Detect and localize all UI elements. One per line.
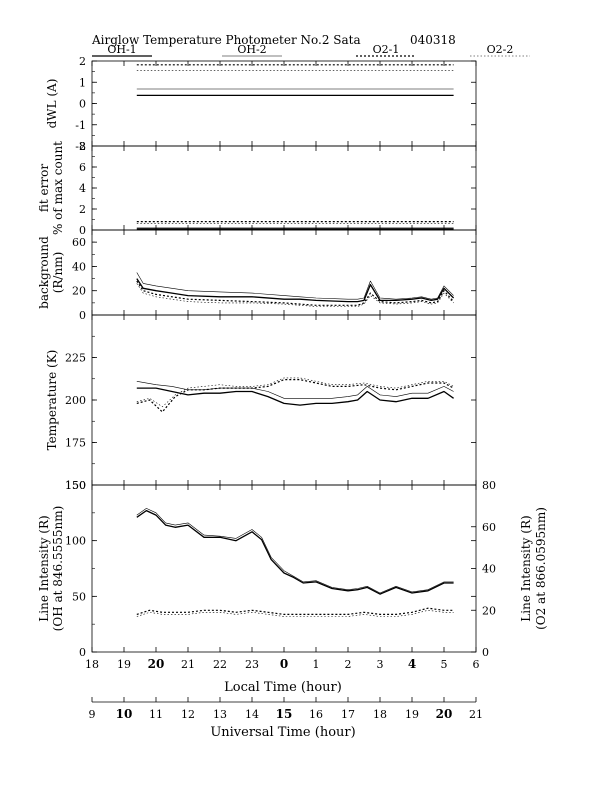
ytick-label-temperature: 150 bbox=[65, 479, 86, 492]
universal-time-label: Universal Time (hour) bbox=[210, 725, 355, 740]
local-tick-label: 23 bbox=[245, 658, 259, 671]
ylabel-temperature: Temperature (K) bbox=[45, 350, 59, 451]
local-tick-label: 20 bbox=[148, 657, 165, 671]
ytick-label-background: 40 bbox=[72, 260, 86, 273]
universal-tick-label: 9 bbox=[89, 708, 96, 721]
local-tick-label: 18 bbox=[85, 658, 99, 671]
ytick-r-label-intensity: 80 bbox=[482, 479, 496, 492]
series-temperature-o2-2 bbox=[136, 377, 454, 408]
series-background-o2-1 bbox=[136, 280, 455, 306]
ytick-label-temperature: 175 bbox=[65, 437, 86, 450]
legend-label-o2-2: O2-2 bbox=[487, 43, 514, 56]
panel-dwl: -2 -1 0 1 2 dWL (A) bbox=[45, 55, 477, 153]
universal-tick-label: 13 bbox=[213, 708, 227, 721]
universal-tick-label: 14 bbox=[245, 708, 259, 721]
panel-frame-fiterror bbox=[91, 145, 477, 231]
figure-date: 040318 bbox=[410, 33, 456, 47]
universal-tick-label: 16 bbox=[309, 708, 323, 721]
local-tick-label: 22 bbox=[213, 658, 227, 671]
ylabel-background: background bbox=[37, 236, 51, 309]
legend-label-oh-2: OH-2 bbox=[237, 43, 266, 56]
ytick-r-label-intensity: 40 bbox=[482, 563, 496, 576]
series-background-oh-2 bbox=[136, 272, 454, 300]
ylabel-intensity: Line Intensity (R) bbox=[37, 515, 51, 621]
series-temperature-o2-1 bbox=[136, 379, 454, 413]
ytick-label-background: 0 bbox=[79, 309, 86, 322]
ylabel-dwl: dWL (A) bbox=[45, 79, 59, 129]
ytick-r-label-intensity: 20 bbox=[482, 604, 496, 617]
local-tick-label: 19 bbox=[117, 658, 131, 671]
universal-tick-label: 20 bbox=[436, 707, 453, 721]
series-intensity-oh-1 bbox=[136, 509, 454, 595]
universal-tick-label: 19 bbox=[405, 708, 419, 721]
universal-tick-label: 15 bbox=[276, 707, 293, 721]
panel-temperature: 150 175 200 225 Temperature (K) bbox=[45, 314, 477, 492]
ytick-label-dwl: 2 bbox=[79, 55, 86, 68]
local-tick-label: 21 bbox=[181, 658, 195, 671]
legend-label-oh-1: OH-1 bbox=[107, 43, 136, 56]
panel-frame-dwl bbox=[91, 60, 477, 147]
ylabel2-fiterror: % of max count bbox=[51, 141, 65, 235]
panel-fiterror: 0 2 4 6 8 fit error% of max count bbox=[37, 140, 477, 237]
universal-tick-label: 21 bbox=[469, 708, 483, 721]
ytick-r-label-intensity: 0 bbox=[482, 646, 489, 659]
ytick-label-fiterror: 2 bbox=[79, 203, 86, 216]
ytick-label-fiterror: 0 bbox=[79, 224, 86, 237]
ytick-label-dwl: -1 bbox=[75, 119, 86, 132]
local-tick-label: 3 bbox=[377, 658, 384, 671]
ytick-label-fiterror: 6 bbox=[79, 161, 86, 174]
legend-label-o2-1: O2-1 bbox=[373, 43, 400, 56]
series-intensity-o2-1 bbox=[136, 607, 454, 616]
series-intensity-oh-2 bbox=[136, 508, 454, 594]
universal-tick-label: 17 bbox=[341, 708, 355, 721]
local-tick-label: 4 bbox=[408, 657, 416, 671]
ylabel2-intensity: (OH at 846.5555nm) bbox=[51, 506, 65, 632]
series-background-oh-1 bbox=[136, 278, 455, 303]
ytick-label-background: 20 bbox=[72, 285, 86, 298]
ytick-label-temperature: 225 bbox=[65, 352, 86, 365]
series-temperature-oh-1 bbox=[136, 387, 454, 406]
series-intensity-o2-2 bbox=[136, 609, 454, 617]
ytick-label-fiterror: 4 bbox=[79, 182, 86, 195]
figure-title: Airglow Temperature Photometer No.2 Sata bbox=[91, 33, 361, 47]
ylabel2-background: (R/nm) bbox=[51, 252, 65, 294]
universal-tick-label: 11 bbox=[149, 708, 163, 721]
universal-tick-label: 18 bbox=[373, 708, 387, 721]
ytick-label-background: 60 bbox=[72, 236, 86, 249]
local-tick-label: 6 bbox=[473, 658, 480, 671]
universal-tick-label: 10 bbox=[116, 707, 133, 721]
x-axes: Local Time (hour) Universal Time (hour) … bbox=[85, 657, 483, 740]
ytick-r-label-intensity: 60 bbox=[482, 521, 496, 534]
ylabel-fiterror: fit error bbox=[37, 164, 51, 212]
series-background-o2-2 bbox=[136, 283, 454, 307]
ytick-label-dwl: -2 bbox=[75, 140, 86, 153]
ytick-label-dwl: 0 bbox=[79, 98, 86, 111]
panel-background: 0 20 40 60 background (R/nm) bbox=[37, 229, 477, 322]
local-tick-label: 5 bbox=[441, 658, 448, 671]
legend: OH-1 OH-2 O2-1 O2-2 bbox=[92, 43, 530, 57]
local-time-label: Local Time (hour) bbox=[224, 680, 342, 695]
ytick-label-temperature: 200 bbox=[65, 394, 86, 407]
ytick-label-intensity: 50 bbox=[72, 590, 86, 603]
ytick-label-intensity: 150 bbox=[65, 479, 86, 492]
local-tick-label: 1 bbox=[313, 658, 320, 671]
ylabel-right2-intensity: (O2 at 866.0595nm) bbox=[534, 507, 548, 630]
local-tick-label: 2 bbox=[345, 658, 352, 671]
ytick-label-dwl: 1 bbox=[79, 76, 86, 89]
ytick-label-intensity: 100 bbox=[65, 535, 86, 548]
panels: -2 -1 0 1 2 dWL (A) 0 2 4 6 8 fit error% of max cou… bbox=[37, 55, 548, 659]
ytick-label-fiterror: 8 bbox=[79, 140, 86, 153]
ylabel-right-intensity: Line Intensity (R) bbox=[519, 515, 533, 621]
ytick-label-intensity: 0 bbox=[79, 646, 86, 659]
local-tick-label: 0 bbox=[280, 657, 288, 671]
universal-tick-label: 12 bbox=[181, 708, 195, 721]
